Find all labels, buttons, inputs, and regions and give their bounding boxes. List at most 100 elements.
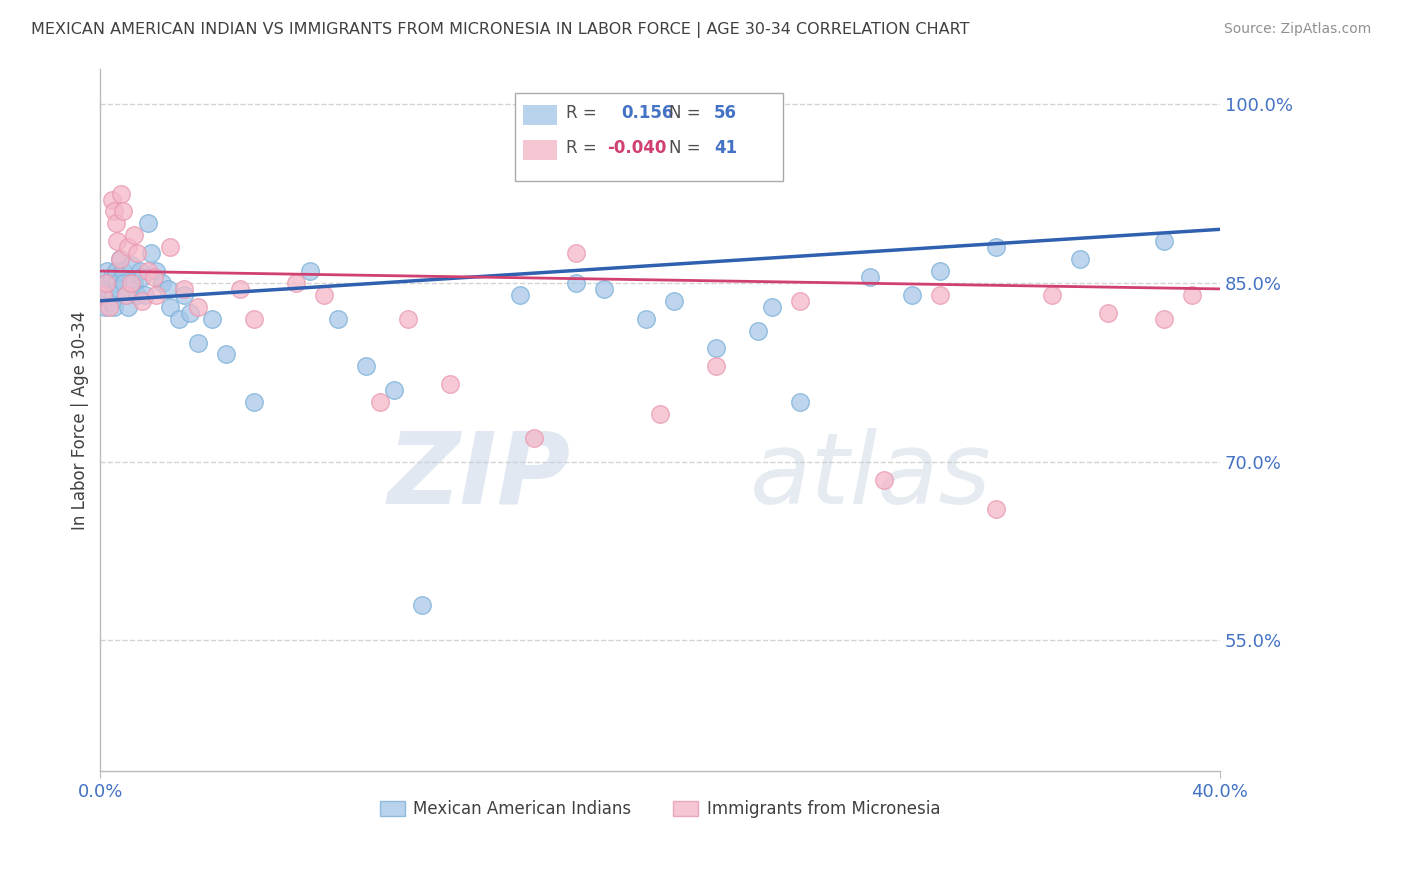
Point [1153, 234, 1175, 248]
Point [97, 300, 120, 314]
Text: N =: N = [669, 139, 700, 157]
Point [704, 359, 727, 374]
Point [747, 324, 769, 338]
Point [761, 300, 783, 314]
Text: 56: 56 [714, 103, 737, 122]
Point [108, 252, 131, 266]
Legend: Mexican American Indians, Immigrants from Micronesia: Mexican American Indians, Immigrants fro… [374, 794, 946, 825]
Point [243, 395, 266, 409]
Point [928, 264, 950, 278]
Point [901, 288, 924, 302]
Point [187, 300, 209, 314]
Point [100, 270, 122, 285]
Point [1097, 306, 1119, 320]
Point [187, 335, 209, 350]
Point [565, 276, 588, 290]
Point [111, 204, 134, 219]
Point [789, 395, 811, 409]
Point [117, 240, 139, 254]
Point [201, 311, 224, 326]
Point [411, 598, 433, 612]
Point [122, 276, 145, 290]
Point [105, 276, 128, 290]
Point [104, 264, 127, 278]
Point [94, 276, 117, 290]
Text: MEXICAN AMERICAN INDIAN VS IMMIGRANTS FROM MICRONESIA IN LABOR FORCE | AGE 30-34: MEXICAN AMERICAN INDIAN VS IMMIGRANTS FR… [31, 22, 969, 38]
Point [139, 246, 162, 260]
Point [125, 288, 148, 302]
Point [98, 293, 121, 308]
Point [112, 276, 135, 290]
Point [93, 300, 115, 314]
Point [159, 300, 181, 314]
Point [159, 240, 181, 254]
Point [523, 431, 546, 445]
Text: 41: 41 [714, 139, 737, 157]
Point [145, 264, 167, 278]
Point [173, 282, 195, 296]
Point [145, 288, 167, 302]
Point [928, 288, 950, 302]
Point [105, 234, 128, 248]
Point [110, 186, 132, 201]
Point [1040, 288, 1063, 302]
Point [125, 246, 148, 260]
Point [439, 377, 461, 392]
Text: -0.040: -0.040 [607, 139, 666, 157]
Point [122, 228, 145, 243]
Point [96, 264, 118, 278]
Point [648, 407, 671, 421]
Point [91, 288, 114, 302]
Text: R =: R = [567, 139, 596, 157]
Point [100, 193, 122, 207]
Point [104, 216, 127, 230]
Point [215, 347, 238, 361]
Point [150, 276, 173, 290]
Point [114, 288, 136, 302]
Point [173, 288, 195, 302]
Point [314, 288, 336, 302]
Point [120, 276, 142, 290]
Point [167, 311, 190, 326]
Point [131, 270, 153, 285]
Point [108, 252, 131, 266]
Point [396, 311, 419, 326]
Point [368, 395, 391, 409]
Point [789, 293, 811, 308]
Point [134, 288, 156, 302]
Point [634, 311, 657, 326]
Point [111, 264, 134, 278]
Point [128, 264, 150, 278]
Text: Source: ZipAtlas.com: Source: ZipAtlas.com [1223, 22, 1371, 37]
Point [131, 293, 153, 308]
Point [179, 306, 201, 320]
Point [94, 276, 117, 290]
Point [107, 282, 129, 296]
Text: atlas: atlas [749, 427, 991, 524]
Point [103, 204, 125, 219]
Point [136, 216, 159, 230]
Point [859, 270, 882, 285]
Point [285, 276, 308, 290]
Point [328, 311, 350, 326]
Text: R =: R = [567, 103, 596, 122]
Point [662, 293, 685, 308]
Point [142, 270, 165, 285]
Bar [523, 105, 557, 125]
FancyBboxPatch shape [515, 93, 783, 181]
Text: 0.156: 0.156 [621, 103, 673, 122]
Point [382, 383, 405, 397]
Y-axis label: In Labor Force | Age 30-34: In Labor Force | Age 30-34 [72, 310, 89, 530]
Point [704, 342, 727, 356]
Point [565, 246, 588, 260]
Point [117, 300, 139, 314]
Point [103, 300, 125, 314]
Point [873, 473, 896, 487]
Point [156, 282, 179, 296]
Point [114, 288, 136, 302]
Point [1181, 288, 1204, 302]
Point [136, 264, 159, 278]
Point [984, 502, 1007, 516]
Point [984, 240, 1007, 254]
Bar [523, 140, 557, 160]
